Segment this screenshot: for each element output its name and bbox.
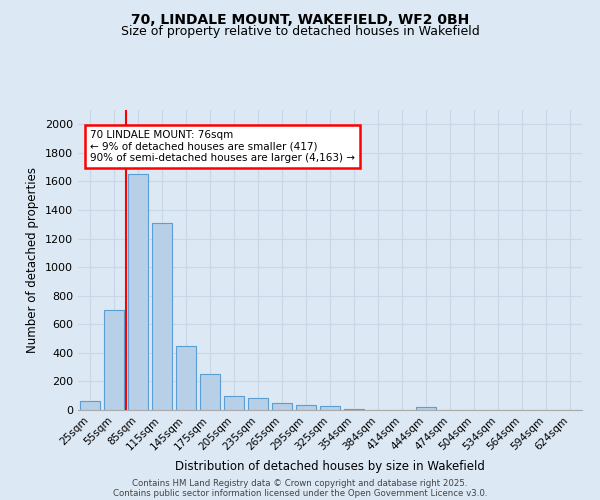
- Bar: [296, 405, 316, 410]
- Text: Size of property relative to detached houses in Wakefield: Size of property relative to detached ho…: [121, 25, 479, 38]
- Bar: [248, 398, 268, 410]
- Bar: [176, 346, 196, 410]
- Bar: [104, 310, 124, 410]
- X-axis label: Distribution of detached houses by size in Wakefield: Distribution of detached houses by size …: [175, 460, 485, 473]
- Bar: [128, 174, 148, 410]
- Bar: [272, 403, 292, 410]
- Bar: [320, 406, 340, 410]
- Y-axis label: Number of detached properties: Number of detached properties: [26, 167, 40, 353]
- Text: Contains HM Land Registry data © Crown copyright and database right 2025.: Contains HM Land Registry data © Crown c…: [132, 478, 468, 488]
- Bar: [200, 374, 220, 410]
- Bar: [224, 396, 244, 410]
- Bar: [152, 223, 172, 410]
- Bar: [344, 408, 364, 410]
- Text: 70, LINDALE MOUNT, WAKEFIELD, WF2 0BH: 70, LINDALE MOUNT, WAKEFIELD, WF2 0BH: [131, 12, 469, 26]
- Text: Contains public sector information licensed under the Open Government Licence v3: Contains public sector information licen…: [113, 488, 487, 498]
- Text: 70 LINDALE MOUNT: 76sqm
← 9% of detached houses are smaller (417)
90% of semi-de: 70 LINDALE MOUNT: 76sqm ← 9% of detached…: [90, 130, 355, 163]
- Bar: [416, 408, 436, 410]
- Bar: [80, 400, 100, 410]
